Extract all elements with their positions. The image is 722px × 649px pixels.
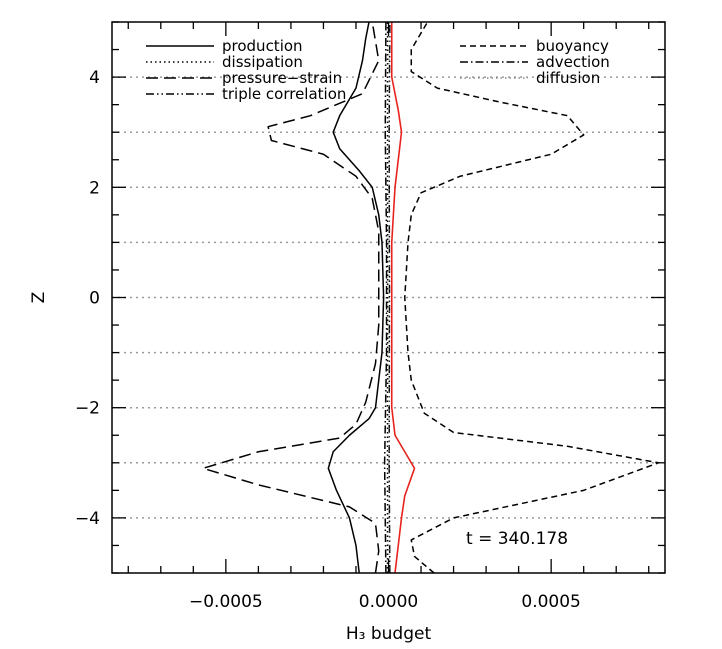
legend-label: pressure−strain <box>222 69 342 87</box>
series-production <box>327 21 385 574</box>
y-tick-label: −2 <box>75 399 100 419</box>
tick-labels: −0.0005 0.0000 0.0005 −4 −2 0 2 4 <box>75 68 581 612</box>
series-advection <box>383 21 388 574</box>
legend-label: triple correlation <box>222 85 346 103</box>
x-tick-label: 0.0000 <box>359 592 418 612</box>
series-buoyancy <box>404 21 660 574</box>
legend-label: advection <box>536 53 610 71</box>
y-tick-label: −4 <box>75 509 100 529</box>
y-tick-label: 2 <box>89 178 100 198</box>
series-lines <box>202 21 660 574</box>
legend-label: production <box>222 37 303 55</box>
y-axis-label: Z <box>29 292 49 304</box>
y-tick-label: 0 <box>89 289 100 309</box>
x-tick-label: 0.0005 <box>521 592 580 612</box>
tick-marks <box>112 21 665 574</box>
series-red-curve <box>390 22 416 574</box>
y-tick-label: 4 <box>89 68 100 88</box>
time-annotation: t = 340.178 <box>466 529 568 549</box>
x-axis-label: H₃ budget <box>346 624 432 644</box>
x-tick-label: −0.0005 <box>189 592 263 612</box>
legend-label: diffusion <box>536 69 600 87</box>
legend: productiondissipationpressure−straintrip… <box>146 37 610 103</box>
legend-label: buoyancy <box>536 37 609 55</box>
series-pressure-strain <box>202 21 380 574</box>
legend-label: dissipation <box>222 53 303 71</box>
